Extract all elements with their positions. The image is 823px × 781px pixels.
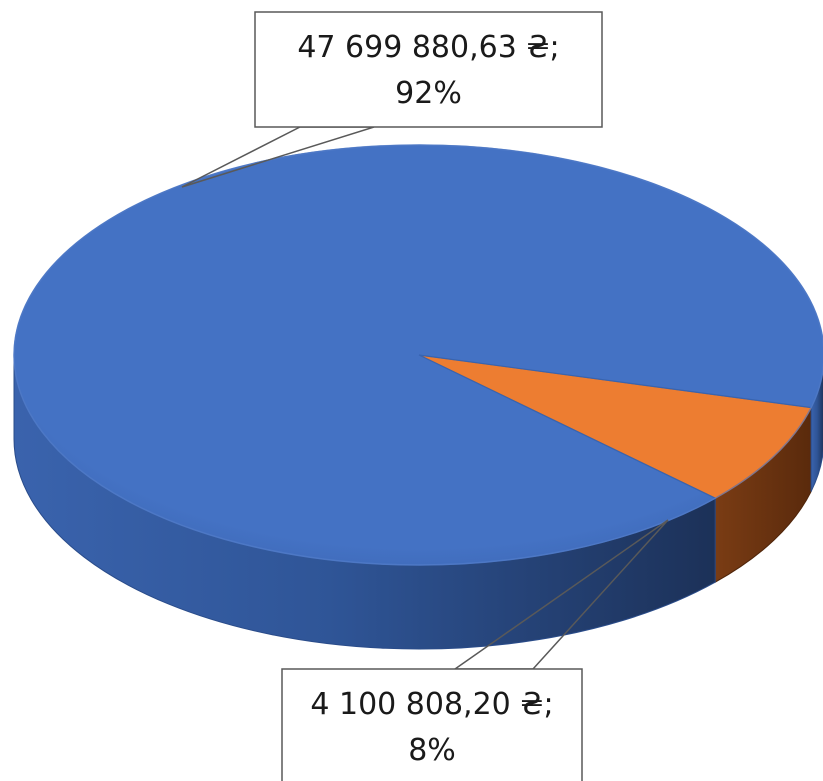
slice-1-value-label: 4 100 808,20 ₴; (310, 687, 553, 722)
slice-0-value-label: 47 699 880,63 ₴; (297, 30, 559, 65)
callout-box-1 (281, 668, 583, 781)
pie-top-faces (13, 144, 823, 566)
slice-0-percent-label: 92% (395, 76, 462, 111)
callout-slice-1: 4 100 808,20 ₴; 8% (281, 519, 669, 781)
pie-rim-highlight (13, 144, 823, 566)
callout-slice-0: 47 699 880,63 ₴; 92% (181, 11, 603, 188)
slice-0-top (13, 144, 823, 566)
callout-box-0 (254, 11, 603, 128)
slice-1-percent-label: 8% (408, 733, 456, 768)
